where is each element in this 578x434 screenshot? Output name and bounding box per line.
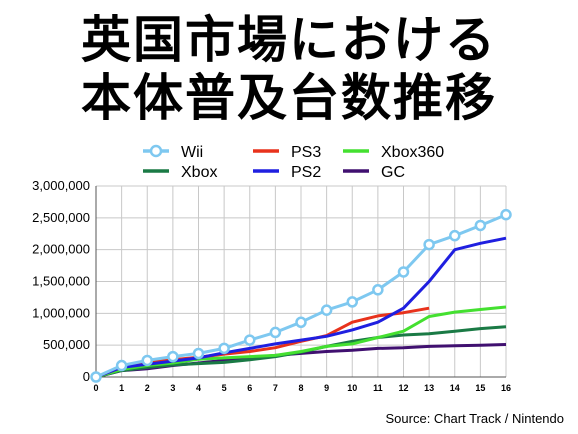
y-tick-label: 0 <box>83 369 90 384</box>
data-point-wii <box>90 371 102 383</box>
x-tick-label: 4 <box>196 383 201 393</box>
x-tick-label: 5 <box>222 383 227 393</box>
x-tick-label: 14 <box>450 383 460 393</box>
data-point-wii <box>167 350 179 363</box>
series-line-xbox360 <box>95 305 507 379</box>
x-tick-label: 13 <box>424 383 434 393</box>
legend-label-xbox360: Xbox360 <box>381 144 444 161</box>
x-tick-label: 15 <box>475 383 485 393</box>
x-tick-label: 3 <box>170 383 175 393</box>
data-point-wii <box>500 208 512 221</box>
x-tick-label: 8 <box>298 383 303 393</box>
series-line-ps2 <box>95 236 507 379</box>
x-tick-label: 9 <box>324 383 329 393</box>
legend-label-wii: Wii <box>181 144 203 161</box>
x-tick-label: 1 <box>119 383 124 393</box>
tick-labels: 0 500,000 1,000,000 1,500,000 2,000,000 2,500… <box>32 178 511 393</box>
x-tick-label: 6 <box>247 383 252 393</box>
source-note: Source: Chart Track / Nintendo <box>385 411 564 426</box>
grid <box>95 185 507 378</box>
x-tick-label: 16 <box>501 383 511 393</box>
data-point-wii <box>115 359 128 372</box>
legend-label-ps2: PS2 <box>291 164 321 181</box>
page-title-line2: 本体普及台数推移 <box>81 69 497 127</box>
data-point-wii <box>295 316 307 328</box>
x-tick-label: 0 <box>93 383 98 393</box>
data-point-wii <box>423 238 435 251</box>
data-point-wii <box>346 296 358 308</box>
legend: Wii PS3 Xbox360 Xbox PS2 GC <box>143 144 444 181</box>
y-tick-label: 2,500,000 <box>32 210 90 225</box>
legend-label-xbox: Xbox <box>181 164 217 181</box>
y-tick-label: 3,000,000 <box>32 178 90 193</box>
data-point-wii <box>141 354 153 367</box>
data-point-wii <box>244 334 256 346</box>
axes <box>95 186 506 378</box>
x-tick-label: 7 <box>273 383 278 393</box>
x-tick-label: 11 <box>373 383 383 393</box>
data-point-wii <box>372 284 384 296</box>
data-point-wii <box>474 219 487 232</box>
y-tick-label: 1,000,000 <box>32 305 90 320</box>
y-tick-label: 500,000 <box>43 337 90 352</box>
legend-marker-wii <box>149 144 163 158</box>
legend-label-gc: GC <box>381 164 405 181</box>
legend-label-ps3: PS3 <box>291 144 321 161</box>
page-title-line1: 英国市場における <box>81 11 497 69</box>
x-tick-label: 2 <box>145 383 150 393</box>
x-tick-label: 12 <box>398 383 408 393</box>
series-lines <box>90 208 512 383</box>
data-point-wii <box>218 342 230 355</box>
data-point-wii <box>449 229 461 242</box>
data-point-wii <box>320 304 333 316</box>
y-tick-label: 1,500,000 <box>32 274 90 289</box>
data-point-wii <box>269 326 282 339</box>
data-point-wii <box>192 347 205 360</box>
x-tick-label: 10 <box>347 383 357 393</box>
data-point-wii <box>397 266 410 278</box>
y-tick-label: 2,000,000 <box>32 242 90 257</box>
